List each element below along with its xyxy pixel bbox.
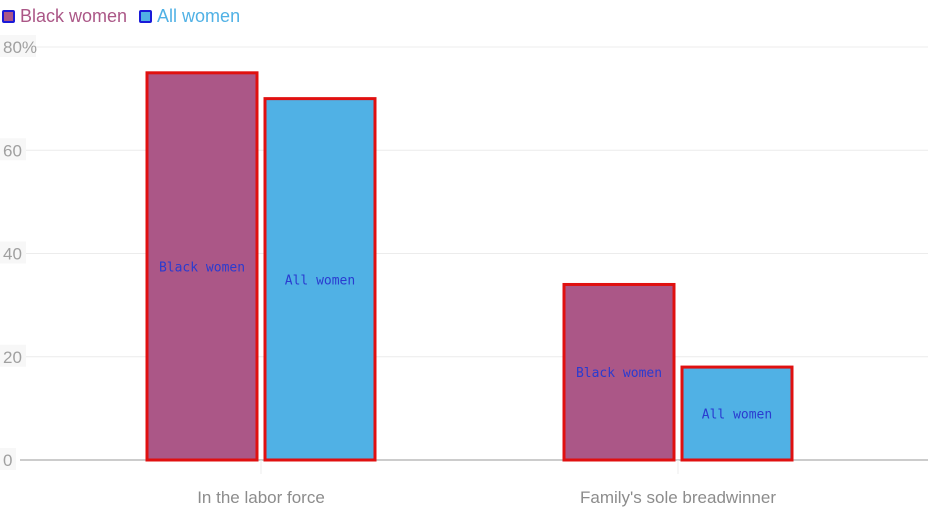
legend-label-series-0: Black women — [20, 5, 128, 26]
y-tick-label-bg — [0, 241, 26, 264]
y-tick-label-bg — [0, 344, 26, 367]
bar-label: All women — [285, 273, 355, 288]
y-tick-label: 20 — [3, 348, 22, 367]
legend-item-series-0: Black women — [2, 6, 127, 27]
y-tick-label: 0 — [3, 451, 12, 470]
bar-0-1 — [263, 97, 377, 462]
y-tick-label: 80% — [3, 38, 37, 57]
legend-swatch-series-0 — [2, 9, 15, 23]
y-tick-label-bg — [0, 138, 26, 161]
bar-0-0 — [145, 71, 259, 462]
legend-swatch-series-1 — [139, 9, 153, 23]
y-tick-label-bg — [0, 35, 36, 57]
chart-legend: Black women All women — [2, 5, 240, 27]
bar-label: Black women — [159, 260, 245, 275]
legend-item-series-1: All women — [139, 6, 240, 27]
bar-label: All women — [702, 408, 772, 423]
x-category-label: Family's sole breadwinner — [580, 488, 776, 507]
y-tick-label: 40 — [3, 245, 22, 264]
bar-1-1 — [680, 365, 794, 462]
bar-1-0 — [562, 282, 676, 462]
bar-label: Black women — [576, 366, 662, 381]
x-category-label: In the labor force — [197, 488, 325, 507]
y-tick-label-bg — [0, 448, 16, 470]
y-tick-label: 60 — [3, 141, 22, 160]
legend-label-series-1: All women — [157, 5, 241, 26]
